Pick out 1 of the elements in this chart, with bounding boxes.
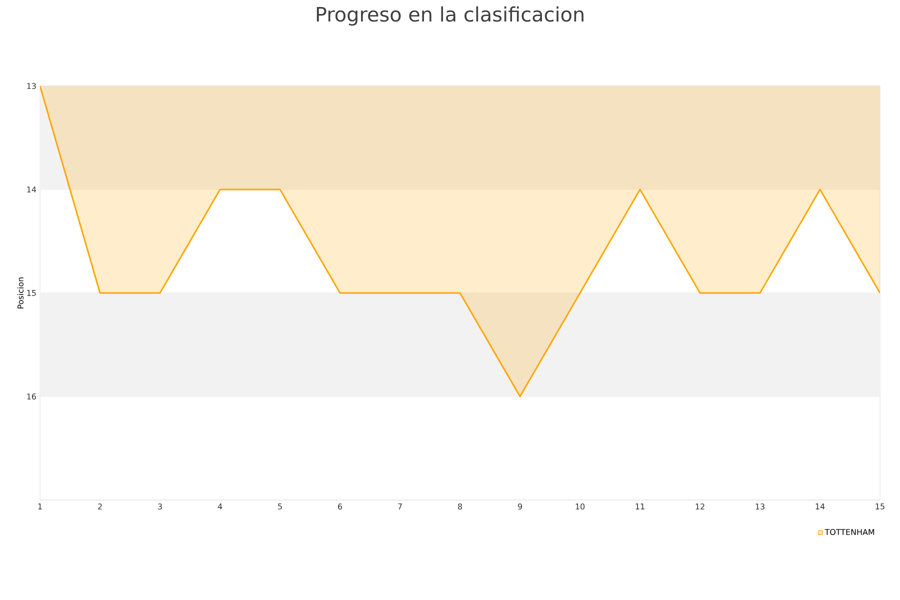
chart-title: Progreso en la clasificacion: [316, 6, 584, 26]
